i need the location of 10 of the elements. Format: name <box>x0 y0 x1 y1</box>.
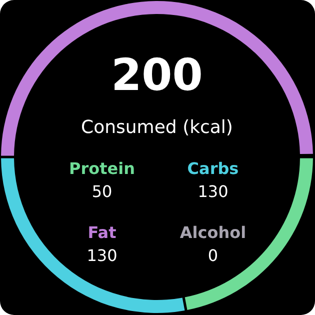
text: 130 <box>86 246 118 265</box>
text: 50 <box>92 182 112 201</box>
text: Alcohol <box>180 223 246 242</box>
text: 200 <box>111 50 203 101</box>
text: Fat <box>88 223 117 242</box>
text: Carbs <box>187 159 239 178</box>
text: Consumed (kcal) <box>81 117 233 138</box>
text: 0 <box>208 246 218 265</box>
text: 130 <box>198 182 228 201</box>
text: Protein <box>69 159 135 178</box>
